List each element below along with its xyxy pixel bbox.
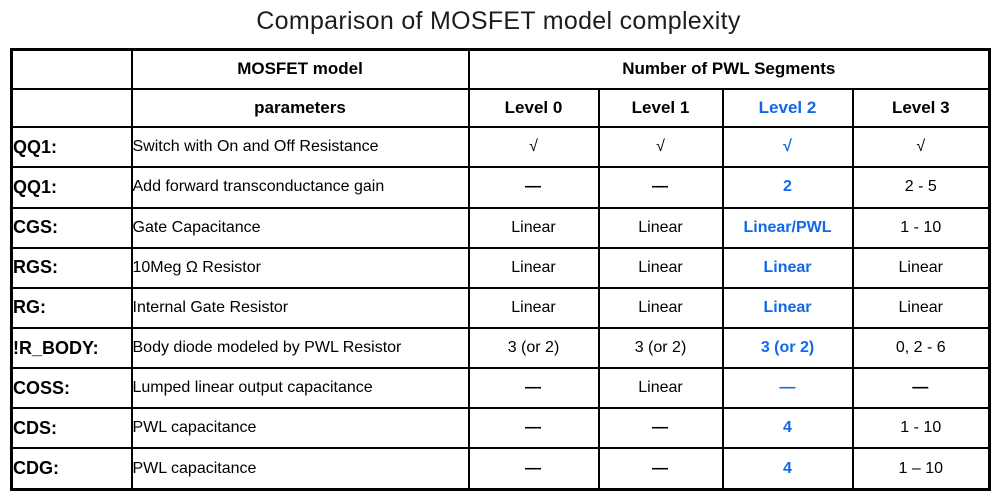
row-label: !R_BODY:: [10, 326, 133, 370]
table-row: QQ1: Switch with On and Off Resistance √…: [10, 126, 991, 169]
table-row: COSS: Lumped linear output capacitance —…: [10, 367, 991, 410]
level0-value: 3 (or 2): [467, 326, 600, 370]
level2-value: Linear: [721, 246, 854, 289]
level2-value: 4: [721, 447, 854, 491]
parameter-name: 10Meg Ω Resistor: [130, 246, 470, 289]
level0-value: Linear: [467, 286, 600, 329]
level2-value: 4: [721, 407, 854, 450]
row-label: CGS:: [10, 206, 133, 249]
level0-value: √: [467, 126, 600, 169]
level3-value: 1 - 10: [851, 206, 991, 249]
level0-value: —: [467, 447, 600, 491]
page-title: Comparison of MOSFET model complexity: [256, 7, 741, 35]
row-label: CDS:: [10, 407, 133, 450]
level3-value: —: [851, 367, 991, 410]
row-label: RGS:: [10, 246, 133, 289]
level2-value: 2: [721, 166, 854, 209]
table-row: !R_BODY: Body diode modeled by PWL Resis…: [10, 326, 991, 370]
level2-value: Linear/PWL: [721, 206, 854, 249]
level3-value: Linear: [851, 286, 991, 329]
level3-value: Linear: [851, 246, 991, 289]
parameter-name: PWL capacitance: [130, 447, 470, 491]
level0-value: —: [467, 407, 600, 450]
table-row: QQ1: Add forward transconductance gain —…: [10, 166, 991, 209]
parameter-name: Internal Gate Resistor: [130, 286, 470, 329]
level2-value: 3 (or 2): [721, 326, 854, 370]
level3-value: 2 - 5: [851, 166, 991, 209]
level1-value: 3 (or 2): [597, 326, 724, 370]
parameters-header: parameters: [130, 87, 470, 129]
mosfet-comparison-table: MOSFET model Number of PWL Segments para…: [10, 48, 992, 491]
level3-value: 1 – 10: [851, 447, 991, 491]
level3-value: √: [851, 126, 991, 169]
level2-value: —: [721, 367, 854, 410]
level1-header: Level 1: [597, 87, 724, 129]
level1-value: Linear: [597, 367, 724, 410]
parameter-name: Body diode modeled by PWL Resistor: [130, 326, 470, 370]
level0-value: Linear: [467, 246, 600, 289]
level1-value: Linear: [597, 246, 724, 289]
level0-header: Level 0: [467, 87, 600, 129]
row-label: RG:: [10, 286, 133, 329]
level1-value: —: [597, 166, 724, 209]
row-label: COSS:: [10, 367, 133, 410]
parameter-name: Add forward transconductance gain: [130, 166, 470, 209]
level1-value: —: [597, 407, 724, 450]
table-row: CDS: PWL capacitance — — 4 1 - 10: [10, 407, 991, 450]
header-row-groups: MOSFET model Number of PWL Segments: [10, 48, 991, 90]
model-group-header: MOSFET model: [130, 48, 470, 90]
parameter-name: Switch with On and Off Resistance: [130, 126, 470, 169]
parameter-name: Gate Capacitance: [130, 206, 470, 249]
level0-value: Linear: [467, 206, 600, 249]
level3-value: 0, 2 - 6: [851, 326, 991, 370]
level1-value: Linear: [597, 286, 724, 329]
table-row: RGS: 10Meg Ω Resistor Linear Linear Line…: [10, 246, 991, 289]
row-label: QQ1:: [10, 166, 133, 209]
level1-value: √: [597, 126, 724, 169]
row-label: QQ1:: [10, 126, 133, 169]
row-label: CDG:: [10, 447, 133, 491]
level3-value: 1 - 10: [851, 407, 991, 450]
level3-header: Level 3: [851, 87, 991, 129]
parameter-name: Lumped linear output capacitance: [130, 367, 470, 410]
corner-cell: [10, 87, 133, 129]
segments-group-header: Number of PWL Segments: [467, 48, 991, 90]
level0-value: —: [467, 367, 600, 410]
header-row-levels: parameters Level 0 Level 1 Level 2 Level…: [10, 87, 991, 129]
table-row: CGS: Gate Capacitance Linear Linear Line…: [10, 206, 991, 249]
table-row: RG: Internal Gate Resistor Linear Linear…: [10, 286, 991, 329]
table-row: CDG: PWL capacitance — — 4 1 – 10: [10, 447, 991, 491]
corner-cell: [10, 48, 133, 90]
level0-value: —: [467, 166, 600, 209]
level1-value: Linear: [597, 206, 724, 249]
level1-value: —: [597, 447, 724, 491]
level2-header: Level 2: [721, 87, 854, 129]
level2-value: Linear: [721, 286, 854, 329]
level2-value: √: [721, 126, 854, 169]
parameter-name: PWL capacitance: [130, 407, 470, 450]
